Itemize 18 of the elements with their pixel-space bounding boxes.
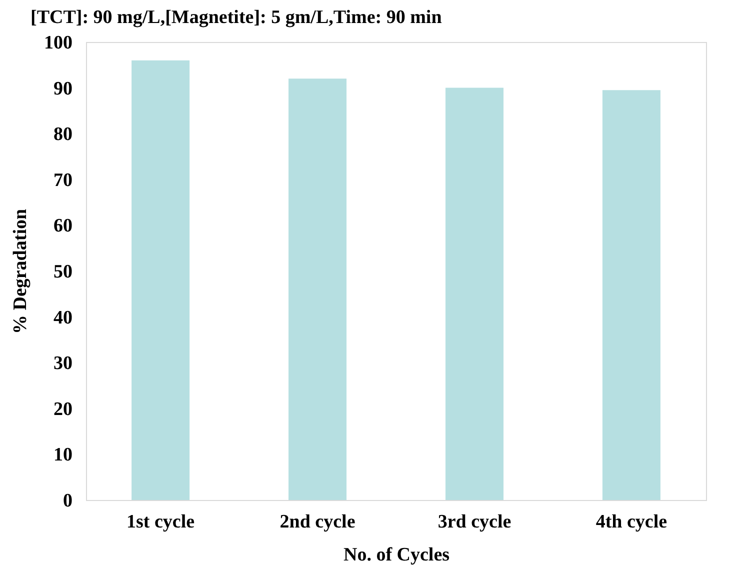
y-tick-label: 70	[54, 170, 72, 191]
y-tick-label: 10	[54, 444, 72, 466]
x-tick-label: 1st cycle	[126, 512, 195, 532]
y-tick-label: 80	[54, 124, 72, 146]
y-tick-label: 20	[54, 398, 72, 420]
y-tick-label: 0	[63, 490, 72, 512]
y-tick-label: 90	[54, 78, 72, 100]
y-tick-label: 30	[54, 353, 72, 374]
y-tick-label: 100	[44, 32, 72, 54]
y-tick-label: 40	[54, 307, 72, 328]
x-tick-label: 4th cycle	[596, 512, 668, 532]
y-tick-label: 50	[54, 262, 72, 282]
x-tick-label: 3rd cycle	[438, 512, 512, 532]
chart-title: [TCT]: 90 mg/L,[Magnetite]: 5 gm/L,Time: 90 min	[30, 7, 442, 28]
x-tick-label: 2nd cycle	[280, 512, 356, 532]
x-axis-title: No. of Cycles	[343, 544, 450, 566]
y-axis-title: % Degradation	[10, 208, 31, 334]
y-tick-label: 60	[54, 216, 72, 237]
